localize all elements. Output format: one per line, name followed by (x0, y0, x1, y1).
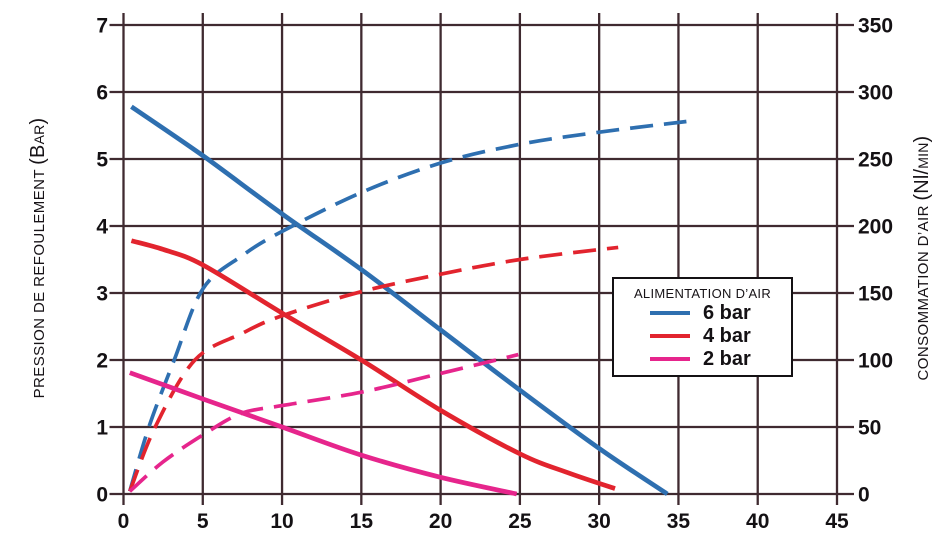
left-axis-title: PRESSION DE REFOULEMENT (BAR) (26, 0, 50, 518)
legend-label-4bar: 4 bar (703, 325, 751, 347)
legend-item: 2 bar (614, 348, 791, 370)
series-curve-0 (130, 104, 669, 496)
x-tick-25: 25 (508, 510, 532, 533)
x-tick-45: 45 (825, 510, 849, 533)
left-axis-unit-open: (B (27, 144, 49, 165)
legend-box: ALIMENTATION D’AIR 6 bar 4 bar 2 bar (612, 277, 793, 377)
x-tick-10: 10 (270, 510, 293, 533)
left-axis-title-text: PRESSION DE REFOULEMENT (31, 164, 48, 399)
series-curve-1 (128, 119, 687, 492)
x-tick-30: 30 (587, 510, 610, 533)
right-axis-unit-close: ) (911, 135, 933, 143)
right-axis-title-text: CONSOMMATION D’AIR (915, 200, 932, 381)
series-curve-5 (128, 352, 519, 493)
series-curve-3 (128, 245, 619, 492)
series-curve-4 (129, 370, 518, 497)
y-left-tick-4: 4 (96, 216, 108, 239)
x-tick-15: 15 (350, 510, 374, 533)
left-axis-unit-small: AR (31, 124, 47, 145)
x-tick-35: 35 (667, 510, 691, 533)
y-right-tick-0: 0 (858, 484, 870, 507)
legend-label-6bar: 6 bar (703, 302, 751, 324)
x-tick-5: 5 (197, 510, 209, 533)
y-left-tick-5: 5 (96, 149, 108, 172)
legend-swatch-4bar (650, 334, 690, 338)
y-left-tick-7: 7 (96, 15, 108, 38)
y-right-tick-50: 50 (858, 417, 881, 440)
y-right-tick-100: 100 (858, 350, 893, 373)
x-tick-0: 0 (118, 510, 130, 533)
y-left-tick-2: 2 (96, 350, 108, 373)
y-right-tick-250: 250 (858, 149, 893, 172)
y-left-tick-6: 6 (96, 82, 108, 105)
y-right-tick-300: 300 (858, 82, 893, 105)
x-tick-40: 40 (746, 510, 769, 533)
series-curve-2 (130, 238, 616, 491)
y-right-tick-200: 200 (858, 216, 893, 239)
right-axis-unit-open: (Nl/ (911, 168, 933, 201)
legend-item: 4 bar (614, 325, 791, 347)
y-left-tick-3: 3 (96, 283, 108, 306)
legend-swatch-6bar (650, 311, 690, 315)
y-right-tick-150: 150 (858, 283, 893, 306)
legend-label-2bar: 2 bar (703, 348, 751, 370)
right-axis-unit-small: MIN (915, 142, 931, 169)
x-tick-20: 20 (429, 510, 452, 533)
right-axis-title: CONSOMMATION D’AIR (Nl/MIN) (910, 0, 934, 518)
legend-item: 6 bar (614, 302, 791, 324)
y-left-tick-0: 0 (96, 484, 108, 507)
left-axis-unit-close: ) (27, 117, 49, 125)
y-right-tick-350: 350 (858, 15, 893, 38)
legend-title: ALIMENTATION D’AIR (633, 286, 772, 301)
legend-swatch-2bar (650, 357, 690, 361)
y-left-tick-1: 1 (96, 417, 108, 440)
